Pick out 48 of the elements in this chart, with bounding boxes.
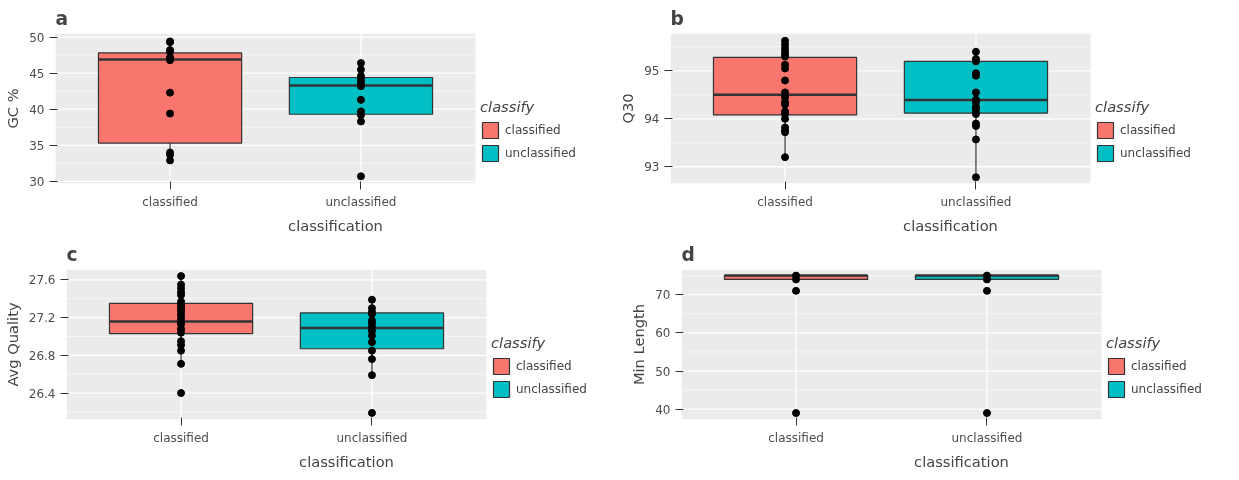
y-tick-label: 60 — [655, 326, 671, 341]
y-tick-label: 27.2 — [28, 311, 56, 326]
y-tick-label: 26.4 — [28, 386, 56, 401]
legend-title: classify — [480, 98, 536, 115]
y-axis-title: Q30 — [619, 93, 637, 124]
legend-label: classified — [1120, 123, 1176, 137]
chart-title: a — [55, 7, 69, 29]
x-tick-label: unclassified — [336, 430, 408, 445]
x-axis-title: classification — [903, 216, 998, 234]
x-axis-title: classification — [914, 452, 1009, 470]
chart-title: b — [670, 7, 684, 29]
y-tick-label: 50 — [655, 364, 671, 379]
x-tick-label: classified — [768, 430, 824, 445]
legend-label: unclassified — [505, 146, 576, 160]
y-tick-label: 40 — [655, 402, 671, 417]
chart-title: c — [66, 243, 78, 265]
y-tick-label: 45 — [29, 66, 45, 81]
y-tick-label: 95 — [644, 64, 660, 79]
legend-label: unclassified — [1120, 146, 1191, 160]
y-tick-label: 26.8 — [28, 348, 56, 363]
legend-label: classified — [505, 123, 561, 137]
legend-title: classify — [1106, 334, 1162, 351]
y-tick-label: 40 — [29, 102, 45, 117]
y-axis-title: Avg Quality — [3, 302, 21, 387]
legend-title: classify — [491, 334, 547, 351]
x-tick-label: classified — [142, 194, 198, 209]
y-tick-label: 70 — [655, 288, 671, 303]
x-tick-label: classified — [757, 194, 813, 209]
x-axis-title: classification — [288, 216, 383, 234]
legend-label: classified — [1131, 359, 1187, 373]
chart-title: d — [681, 243, 695, 265]
y-tick-label: 93 — [644, 160, 660, 175]
y-axis-title: GC % — [4, 88, 22, 129]
legend-label: classified — [516, 359, 572, 373]
x-tick-label: unclassified — [951, 430, 1023, 445]
y-tick-label: 50 — [29, 30, 45, 45]
y-tick-label: 35 — [29, 138, 45, 153]
y-tick-label: 94 — [644, 112, 660, 127]
legend-title: classify — [1095, 98, 1151, 115]
x-axis-title: classification — [299, 452, 394, 470]
y-tick-label: 27.6 — [28, 273, 56, 288]
legend-label: unclassified — [516, 382, 587, 396]
x-tick-label: classified — [153, 430, 209, 445]
legend-label: unclassified — [1131, 382, 1202, 396]
x-tick-label: unclassified — [325, 194, 397, 209]
x-tick-label: unclassified — [940, 194, 1012, 209]
y-tick-label: 30 — [29, 174, 45, 189]
y-axis-title: Min Length — [630, 303, 648, 386]
